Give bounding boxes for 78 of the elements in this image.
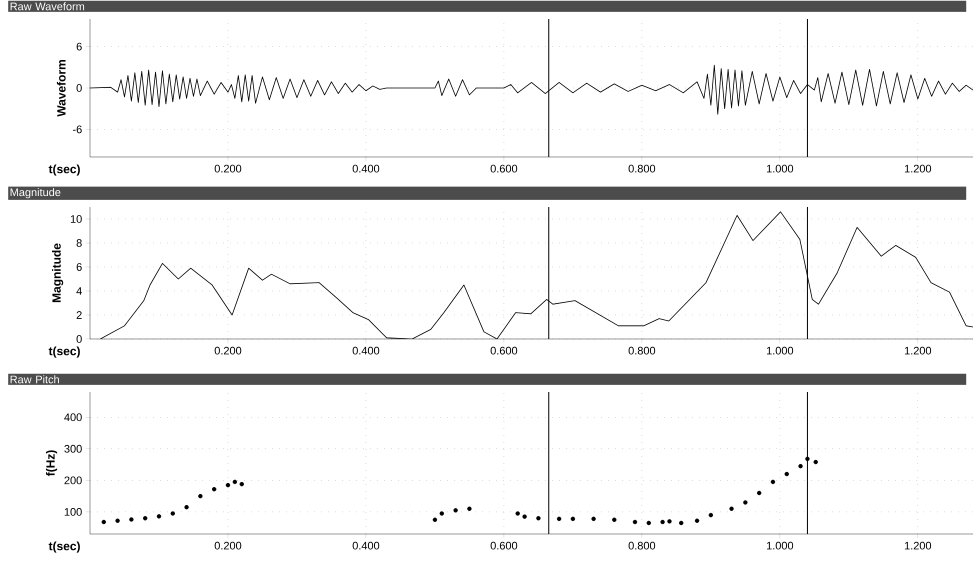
y-tick-label: 8 xyxy=(76,239,82,247)
x-tick-label: 0.800 xyxy=(628,164,656,173)
point xyxy=(798,464,803,468)
x-tick-label: 1.200 xyxy=(904,164,932,173)
x-tick-label: 0.600 xyxy=(490,164,518,173)
y-tick-label: 2 xyxy=(76,311,82,319)
x-tick-label: 0.200 xyxy=(214,346,242,355)
point xyxy=(708,512,714,518)
x-tick-label: 1.200 xyxy=(904,346,932,355)
x-axis-title: t(sec) xyxy=(48,164,80,176)
point xyxy=(102,520,106,524)
point xyxy=(129,517,134,522)
point xyxy=(743,500,748,505)
point xyxy=(556,516,562,522)
x-tick-label: 1.000 xyxy=(766,542,794,550)
x-axis-title: t(sec) xyxy=(48,346,80,358)
point xyxy=(612,518,616,522)
x-tick-label: 1.000 xyxy=(766,346,794,355)
x-tick-label: 0.400 xyxy=(352,164,380,173)
point xyxy=(240,482,244,486)
y-tick-label: 0 xyxy=(76,335,82,343)
x-tick-label: 0.600 xyxy=(490,542,518,550)
x-tick-label: 0.200 xyxy=(214,164,242,173)
point xyxy=(770,480,776,484)
point xyxy=(814,460,818,464)
point xyxy=(198,494,203,498)
point xyxy=(232,480,238,484)
x-tick-label: 0.600 xyxy=(490,346,518,355)
point xyxy=(115,518,120,523)
y-tick-label: 6 xyxy=(76,42,82,50)
chart-title: Magnitude xyxy=(10,188,60,198)
y-tick-label: 10 xyxy=(70,215,82,223)
point xyxy=(142,516,148,520)
point xyxy=(226,482,230,488)
y-tick-label: -6 xyxy=(72,126,82,134)
y-tick-label: 100 xyxy=(64,508,82,516)
point xyxy=(756,490,762,496)
point xyxy=(516,511,520,516)
y-axis-title: f(Hz) xyxy=(46,450,58,476)
point xyxy=(784,472,789,476)
point xyxy=(170,511,175,516)
y-axis-title: Magnitude xyxy=(52,244,64,302)
point xyxy=(660,520,665,524)
x-tick-label: 0.200 xyxy=(214,542,242,550)
point xyxy=(694,518,700,523)
point xyxy=(184,504,189,510)
point xyxy=(646,520,651,526)
x-tick-label: 1.200 xyxy=(904,542,932,550)
point xyxy=(729,506,734,511)
point xyxy=(156,514,162,519)
y-tick-label: 400 xyxy=(64,413,82,422)
point xyxy=(522,514,527,519)
y-tick-label: 6 xyxy=(76,263,82,271)
point xyxy=(667,519,672,524)
y-axis-title: Waveform xyxy=(56,60,66,117)
point xyxy=(453,508,458,513)
point xyxy=(679,520,684,526)
y-tick-label: 300 xyxy=(64,444,82,453)
x-tick-label: 0.400 xyxy=(352,346,380,355)
x-tick-label: 1.000 xyxy=(766,164,794,173)
x-tick-label: 0.800 xyxy=(628,542,656,550)
point xyxy=(432,518,438,522)
point xyxy=(467,506,472,511)
x-tick-label: 0.400 xyxy=(352,542,380,550)
point xyxy=(805,456,810,462)
y-tick-label: 4 xyxy=(76,287,82,295)
x-axis-title: t(sec) xyxy=(48,542,80,553)
chart-title: Raw Pitch xyxy=(10,375,59,384)
point xyxy=(536,516,541,520)
y-tick-label: 0 xyxy=(76,84,82,92)
x-tick-label: 0.800 xyxy=(628,346,656,355)
y-tick-label: 200 xyxy=(64,476,82,484)
point xyxy=(570,516,576,522)
point xyxy=(591,516,596,522)
point xyxy=(212,486,216,492)
point xyxy=(632,520,638,524)
chart-title: Raw Waveform xyxy=(10,2,84,10)
point xyxy=(440,511,444,516)
